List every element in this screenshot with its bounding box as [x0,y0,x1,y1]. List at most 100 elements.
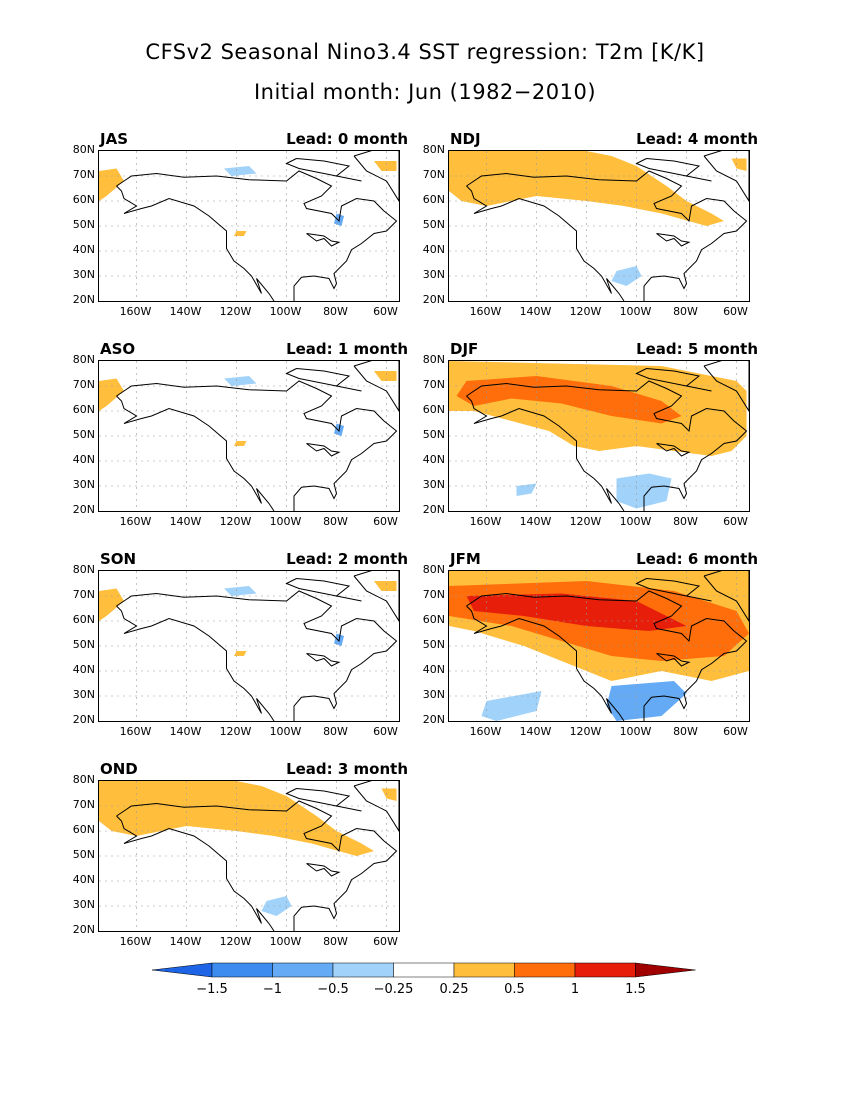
lon-tick-label: 80W [673,725,698,738]
lat-tick-label: 60N [422,193,445,206]
lon-tick-label: 100W [619,725,652,738]
anomaly-shading [261,896,292,916]
coastline [285,158,362,182]
coastline [116,815,275,931]
coastline [306,863,341,877]
lat-tick-label: 70N [72,378,95,391]
anomaly-shading [466,593,687,631]
coastline [466,170,748,301]
coastline [703,361,749,412]
lon-tick-label: 160W [469,305,502,318]
lat-tick-label: 60N [72,613,95,626]
lon-tick-label: 60W [373,725,398,738]
map-panel-aso: ASO Lead: 1 month 80N 70N 60N 50N 40N 30N 20N 160… [73,340,408,530]
anomaly-shading [374,581,397,591]
lat-tick-label: 40N [72,453,95,466]
lat-tick-label: 30N [422,688,445,701]
lat-tick-label: 50N [72,848,95,861]
lat-tick-label: 20N [72,713,95,726]
lon-tick-label: 120W [219,515,252,528]
panel-season-label: ASO [100,340,136,358]
panel-lead-label: Lead: 2 month [286,550,408,568]
colorbar-segment [211,962,273,978]
figure-title: CFSv2 Seasonal Nino3.4 SST regression: T… [145,40,705,64]
map-svg [449,151,749,301]
lat-tick-label: 60N [72,193,95,206]
coastline [656,443,691,457]
anomaly-shading [374,371,397,381]
lat-tick-label: 30N [422,478,445,491]
anomaly-shading [234,651,247,656]
lon-tick-label: 160W [469,515,502,528]
coastline [306,233,341,247]
coastline [353,151,399,202]
lat-tick-label: 50N [422,218,445,231]
coastline [466,605,625,721]
lon-tick-label: 100W [269,305,302,318]
map-svg [99,361,399,511]
lat-tick-label: 70N [72,168,95,181]
lat-tick-label: 40N [422,243,445,256]
map-frame [98,570,400,722]
panel-lead-label: Lead: 1 month [286,340,408,358]
colorbar: −1.5 −1 −0.5 −0.25 0.25 0.5 1 1.5 [150,960,700,1020]
lon-tick-label: 80W [323,305,348,318]
coastline [116,605,275,721]
panel-season-label: OND [100,760,138,778]
coastline [703,151,749,202]
anomaly-shading [381,788,397,801]
map-svg [449,361,749,511]
lat-tick-label: 80N [422,353,445,366]
lon-tick-label: 100W [269,515,302,528]
colorbar-svg [151,962,696,978]
anomaly-shading [224,166,257,176]
colorbar-tick-label: 1 [570,982,580,997]
lon-tick-label: 160W [119,305,152,318]
lon-tick-label: 100W [619,305,652,318]
coastline [285,578,362,602]
lat-tick-label: 80N [422,563,445,576]
colorbar-tick-label: 0.5 [504,982,525,997]
lat-tick-label: 80N [422,143,445,156]
map-svg [99,781,399,931]
coastline [353,361,399,412]
panel-lead-label: Lead: 4 month [636,130,758,148]
lon-tick-label: 140W [519,305,552,318]
panel-season-label: SON [100,550,137,568]
colorbar-min-arrow [151,962,213,978]
anomaly-shading [374,161,397,171]
lat-tick-label: 60N [72,403,95,416]
anomaly-shading [456,376,682,424]
lat-tick-label: 70N [422,168,445,181]
lon-tick-label: 80W [323,935,348,948]
lon-tick-label: 60W [723,305,748,318]
panel-lead-label: Lead: 6 month [636,550,758,568]
map-frame [448,570,750,722]
lon-tick-label: 160W [119,935,152,948]
coastline [116,170,398,301]
lon-tick-label: 100W [269,935,302,948]
colorbar-max-arrow [635,962,696,978]
map-panel-jas: JAS Lead: 0 month 80N 70N 60N 50N 40N 30N 20N 160… [73,130,408,320]
panel-season-label: DJF [450,340,479,358]
lat-tick-label: 80N [72,353,95,366]
lon-tick-label: 80W [323,725,348,738]
lat-tick-label: 20N [422,293,445,306]
lon-tick-label: 140W [519,515,552,528]
coastline [635,578,712,602]
map-svg [99,571,399,721]
lon-tick-label: 60W [723,515,748,528]
lon-tick-label: 120W [569,305,602,318]
lon-tick-label: 140W [169,725,202,738]
lat-tick-label: 70N [422,378,445,391]
map-panel-djf: DJF Lead: 5 month 80N 70N 60N 50N 40N 30N 20N 160… [423,340,758,530]
anomaly-shading [234,441,247,446]
coastline [656,653,691,667]
lat-tick-label: 20N [72,923,95,936]
lat-tick-label: 50N [422,638,445,651]
lat-tick-label: 50N [72,218,95,231]
lat-tick-label: 50N [422,428,445,441]
lat-tick-label: 50N [72,638,95,651]
anomaly-shading [224,376,257,386]
lon-tick-label: 80W [673,515,698,528]
